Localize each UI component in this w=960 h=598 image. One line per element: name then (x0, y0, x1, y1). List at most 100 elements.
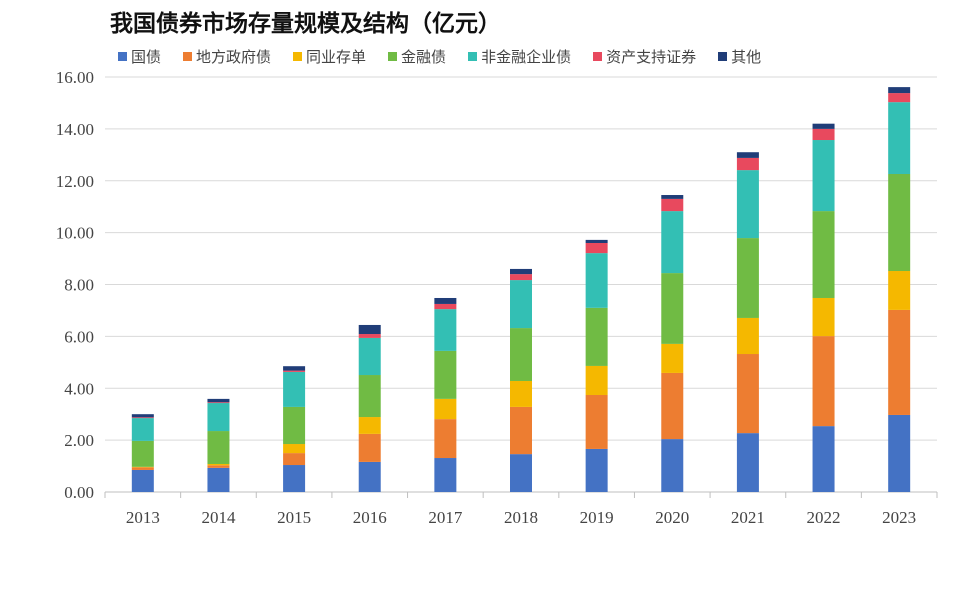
bar-segment (585, 253, 608, 308)
bar-segment (888, 309, 911, 415)
bar-segment (434, 458, 457, 492)
bar-segment (510, 454, 532, 492)
legend-label: 资产支持证券 (606, 48, 697, 66)
bar-segment (283, 444, 306, 454)
bar-segment (358, 461, 381, 492)
legend-item: 同业存单 (293, 46, 366, 67)
legend-item: 资产支持证券 (593, 46, 696, 67)
legend-item: 国债 (118, 46, 161, 67)
legend-label: 非金融企业债 (481, 48, 572, 66)
bar-segment (283, 366, 306, 371)
bar-segment (812, 140, 835, 212)
y-tick-label: 16.00 (56, 68, 94, 87)
bar-segment (207, 402, 230, 404)
x-tick-label: 2023 (882, 508, 916, 527)
x-tick-label: 2018 (504, 508, 538, 527)
bar-segment (585, 394, 608, 449)
bar-segment (131, 414, 154, 418)
bar-segment (358, 337, 381, 376)
bar-segment (131, 417, 154, 419)
bar-segment (585, 243, 608, 254)
bar-segment (888, 102, 911, 175)
bar-segment (207, 465, 230, 468)
y-tick-label: 10.00 (56, 224, 94, 243)
bar-segment (888, 93, 911, 103)
chart-title: 我国债券市场存量规模及结构（亿元） (110, 11, 501, 37)
legend-label: 地方政府债 (196, 48, 272, 66)
bar-segment (736, 152, 759, 158)
legend-swatch (718, 52, 728, 61)
bar-segment (661, 211, 684, 274)
legend-item: 非金融企业债 (468, 46, 571, 67)
bar-segment (283, 371, 306, 407)
legend-label: 同业存单 (306, 48, 367, 66)
bar-segment (661, 195, 684, 199)
bar-segment (736, 317, 759, 355)
bar-segment (207, 398, 230, 403)
bar-segment (434, 309, 457, 351)
bar-segment (661, 273, 684, 344)
bar-segment (283, 453, 306, 466)
bar-segment (131, 466, 154, 468)
bar-segment (510, 268, 532, 275)
bar-segment (888, 271, 911, 310)
bar-segment (131, 469, 154, 492)
legend-swatch (388, 52, 398, 61)
bar-segment (888, 174, 911, 272)
legend: 国债 地方政府债 同业存单 金融债 非金融企业债 资产支持证券 其他 (118, 46, 761, 67)
bar-segment (888, 87, 911, 94)
bar-segment (131, 467, 154, 470)
bar-segment (207, 463, 230, 466)
bar-segment (510, 274, 532, 281)
bar-segment (207, 431, 230, 464)
bar-segment (434, 350, 457, 399)
legend-item: 地方政府债 (183, 46, 271, 67)
x-tick-label: 2013 (126, 508, 160, 527)
bar-segment (434, 297, 457, 304)
bar-segment (661, 198, 684, 212)
legend-swatch (593, 52, 603, 61)
y-tick-label: 2.00 (64, 431, 94, 450)
bar-segment (585, 448, 608, 492)
y-tick-label: 6.00 (64, 327, 94, 346)
bar-segment (207, 403, 230, 432)
x-tick-label: 2015 (277, 508, 311, 527)
bar-segment (510, 328, 532, 381)
y-tick-label: 8.00 (64, 276, 94, 295)
bar-segment (358, 334, 381, 338)
legend-item: 金融债 (388, 46, 446, 67)
legend-label: 其他 (731, 48, 762, 66)
bar-segment (510, 280, 532, 329)
bar-segment (358, 433, 381, 462)
bar-segment (585, 365, 608, 395)
x-tick-label: 2021 (731, 508, 765, 527)
y-tick-label: 14.00 (56, 120, 94, 139)
bar-segment (661, 372, 684, 440)
bar-segment (510, 406, 532, 455)
bar-segment (434, 419, 457, 459)
bar-segment (510, 380, 532, 407)
legend-swatch (183, 52, 193, 61)
bar-segment (283, 370, 306, 372)
bar-segment (661, 439, 684, 492)
legend-label: 国债 (131, 48, 162, 66)
bar-segment (812, 336, 835, 427)
bar-segment (661, 343, 684, 373)
y-tick-label: 4.00 (64, 379, 94, 398)
bar-segment (434, 398, 457, 420)
y-tick-label: 12.00 (56, 172, 94, 191)
bar-segment (736, 433, 759, 492)
y-tick-label: 0.00 (64, 483, 94, 502)
x-tick-label: 2020 (655, 508, 689, 527)
bar-segment (358, 324, 381, 335)
x-tick-label: 2019 (580, 508, 614, 527)
bar-segment (358, 375, 381, 418)
bar-segment (358, 417, 381, 434)
x-tick-label: 2017 (428, 508, 463, 527)
bar-segment (736, 170, 759, 239)
bar-segment (888, 414, 911, 492)
bar-segment (283, 465, 306, 492)
bar-segment (736, 238, 759, 318)
legend-swatch (293, 52, 303, 61)
